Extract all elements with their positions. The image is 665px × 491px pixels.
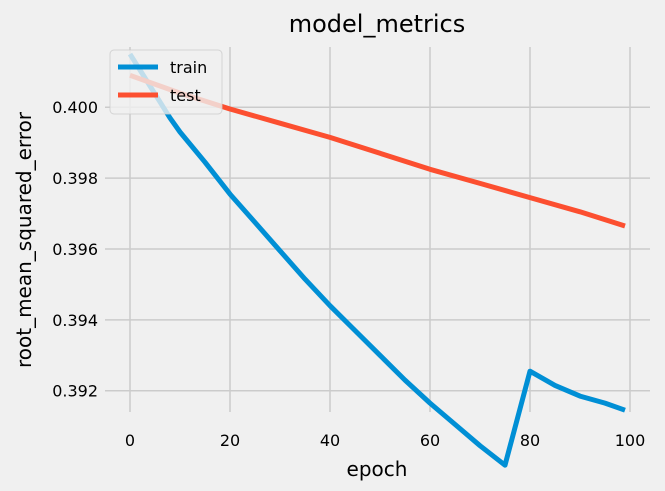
x-tick-label: 40 — [320, 431, 340, 450]
y-tick-label: 0.392 — [52, 382, 98, 401]
x-tick-label: 0 — [125, 431, 135, 450]
legend-label-train: train — [170, 58, 207, 77]
y-tick-label: 0.400 — [52, 98, 98, 117]
x-tick-label: 80 — [520, 431, 540, 450]
x-tick-labels: 0 20 40 60 80 100 — [125, 431, 645, 450]
y-tick-label: 0.396 — [52, 240, 98, 259]
x-tick-label: 20 — [220, 431, 240, 450]
y-tick-label: 0.398 — [52, 169, 98, 188]
y-tick-label: 0.394 — [52, 311, 98, 330]
y-axis-label: root_mean_squared_error — [12, 111, 36, 368]
chart-title: model_metrics — [289, 10, 466, 38]
legend-label-test: test — [170, 86, 201, 105]
series-line-train — [127, 52, 626, 468]
x-axis-label: epoch — [347, 457, 408, 481]
y-tick-labels: 0.392 0.394 0.396 0.398 0.400 — [52, 98, 98, 400]
x-tick-label: 60 — [420, 431, 440, 450]
legend: train test — [109, 49, 223, 115]
x-tick-label: 100 — [615, 431, 646, 450]
grid — [105, 47, 650, 412]
